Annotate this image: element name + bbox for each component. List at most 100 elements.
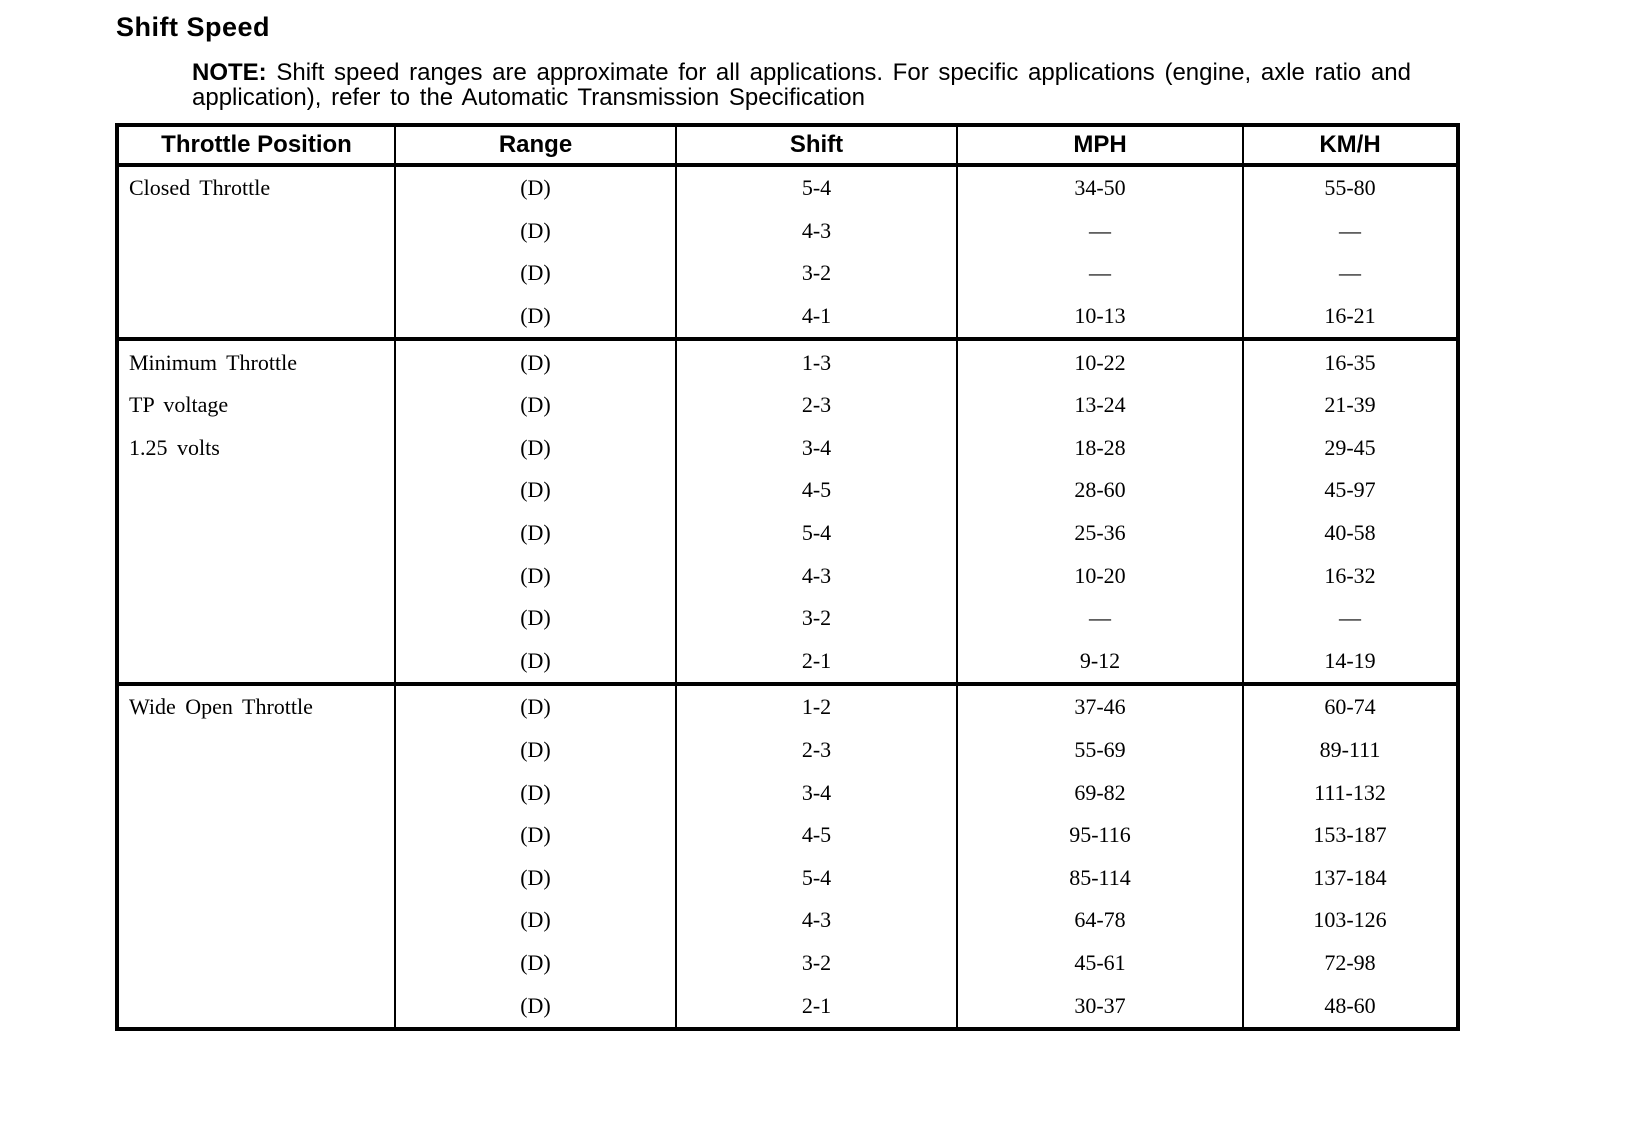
shift-cell: 3-4 [675,771,958,814]
throttle-position-label: Closed Throttle [129,175,271,201]
mph-cell: 55-69 [956,728,1244,772]
throttle-position-label: Minimum Throttle [129,349,297,375]
mph-cell: 10-20 [956,554,1244,597]
range-cell: (D) [394,639,677,685]
range-cell: (D) [394,941,677,985]
mph-cell: — [956,252,1244,295]
kmh-cell: 103-126 [1242,899,1459,942]
mph-cell: — [956,209,1244,253]
shift-cell: 3-2 [675,941,958,985]
shift-cell: 3-2 [675,252,958,295]
kmh-cell: 137-184 [1242,856,1459,900]
table-row: Minimum Throttle TP voltage 1.25 volts (D) 1… [116,337,1459,685]
table-row: Closed Throttle (D) 5-4 34-50 55-80 [116,162,1459,340]
range-cell: (D) [394,984,677,1029]
shift-cell: 5-4 [675,163,958,210]
range-cell: (D) [394,469,677,512]
kmh-cell: 153-187 [1242,813,1459,857]
mph-cell: 10-22 [956,337,1244,384]
mph-cell: 30-37 [956,984,1244,1029]
table-row: (D) 2-3 13-24 21-39 [117,383,1459,427]
column-header-throttle-position: Throttle Position [116,125,396,167]
range-cell: (D) [394,856,677,900]
range-cell: (D) [394,511,677,555]
range-cell: (D) [394,383,677,427]
table-row: (D) 2-1 9-12 14-19 [117,639,1459,685]
kmh-cell: 111-132 [1242,771,1459,814]
shift-cell: 4-5 [675,469,958,512]
note: NOTE: Shift speed ranges are approximate… [192,60,1452,110]
range-cell: (D) [394,337,677,384]
mph-cell: 45-61 [956,941,1244,985]
table-row: (D) 3-2— — [117,252,1459,295]
kmh-cell: 21-39 [1242,383,1459,427]
shift-speed-table: Throttle Position Range Shift MPH KM/H C… [115,123,1460,1031]
range-cell: (D) [394,728,677,772]
table-row: (D) 4-3— — [117,209,1459,253]
shift-cell: 2-3 [675,728,958,772]
range-cell: (D) [394,209,677,253]
kmh-cell: 48-60 [1242,984,1459,1029]
shift-cell: 4-3 [675,209,958,253]
kmh-cell: 55-80 [1242,163,1459,210]
throttle-position-cell: Closed Throttle [116,162,396,340]
kmh-cell: 14-19 [1242,639,1459,685]
kmh-cell: 29-45 [1242,426,1459,470]
shift-cell: 2-1 [675,984,958,1029]
range-cell: (D) [394,426,677,470]
kmh-cell: — [1242,209,1459,253]
table-row: (D) 3-2— — [117,596,1459,640]
kmh-cell: — [1242,596,1459,640]
column-header-shift: Shift [675,125,958,167]
kmh-cell: 45-97 [1242,469,1459,512]
table-row: (D) 2-3 55-69 89-111 [117,728,1459,772]
kmh-cell: 16-32 [1242,554,1459,597]
shift-cell: 4-3 [675,899,958,942]
table-row: (D) 4-3 64-78 103-126 [117,899,1459,942]
throttle-position-cell: Minimum Throttle TP voltage 1.25 volts [116,337,396,685]
mph-cell: 64-78 [956,899,1244,942]
kmh-cell: 89-111 [1242,728,1459,772]
throttle-position-label: Wide Open Throttle [129,694,313,720]
column-header-kmh: KM/H [1242,125,1459,167]
range-cell: (D) [394,294,677,340]
table-row: (D) 3-4 18-28 29-45 [117,426,1459,470]
mph-cell: 25-36 [956,511,1244,555]
table-row: (D) 4-5 28-60 45-97 [117,469,1459,512]
shift-cell: 3-2 [675,596,958,640]
table-row: (D) 5-4 25-36 40-58 [117,511,1459,555]
shift-cell: 5-4 [675,856,958,900]
mph-cell: 9-12 [956,639,1244,685]
throttle-position-label: TP voltage [129,392,229,418]
range-cell: (D) [394,813,677,857]
range-cell: (D) [394,554,677,597]
table-row: (D) 4-5 95-116 153-187 [117,813,1459,857]
range-cell: (D) [394,771,677,814]
kmh-cell: 60-74 [1242,682,1459,729]
shift-cell: 1-3 [675,337,958,384]
throttle-position-cell: Wide Open Throttle [116,682,396,1029]
range-cell: (D) [394,899,677,942]
shift-cell: 2-1 [675,639,958,685]
shift-cell: 4-5 [675,813,958,857]
table-row: (D) 2-1 30-37 48-60 [117,984,1459,1029]
note-label: NOTE: [192,59,267,86]
mph-cell: 28-60 [956,469,1244,512]
mph-cell: 85-114 [956,856,1244,900]
mph-cell: 10-13 [956,294,1244,340]
table-row: Wide Open Throttle (D) 1-2 37-46 60-74 [116,682,1459,1029]
table-row: (D) 5-4 85-114 137-184 [117,856,1459,900]
mph-cell: 18-28 [956,426,1244,470]
kmh-cell: 16-35 [1242,337,1459,384]
kmh-cell: — [1242,252,1459,295]
table-row: (D) 3-4 69-82 111-132 [117,771,1459,814]
mph-cell: 13-24 [956,383,1244,427]
shift-cell: 2-3 [675,383,958,427]
shift-cell: 5-4 [675,511,958,555]
shift-cell: 4-3 [675,554,958,597]
note-text: Shift speed ranges are approximate for a… [192,59,1411,111]
table-header-row: Throttle Position Range Shift MPH KM/H [116,125,1459,167]
mph-cell: 69-82 [956,771,1244,814]
range-cell: (D) [394,682,677,729]
column-header-mph: MPH [956,125,1244,167]
